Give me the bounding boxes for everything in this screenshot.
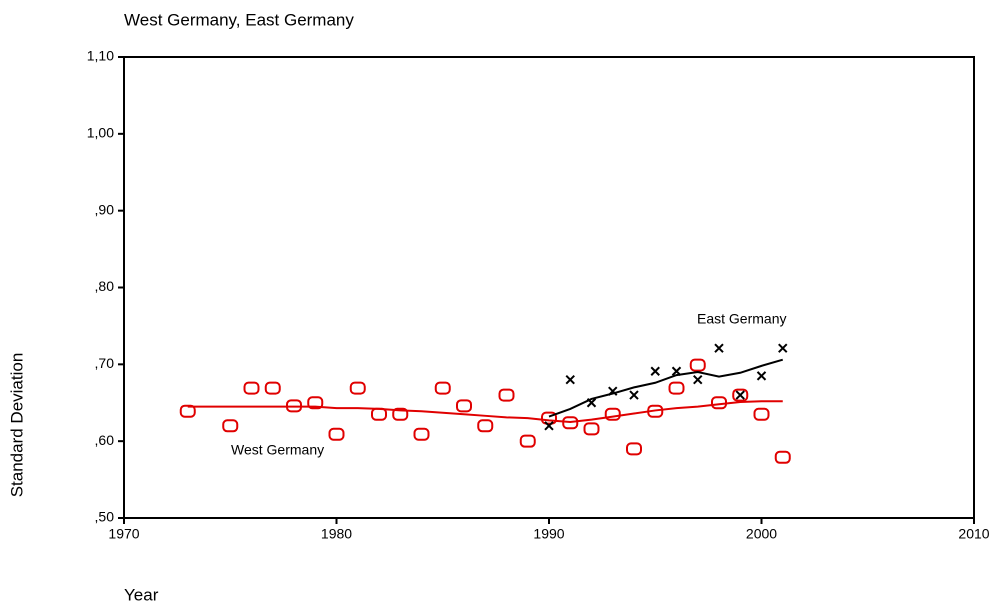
point [392,407,409,421]
point [349,381,366,395]
x-tick-label: 1990 [533,526,564,542]
point [668,381,685,395]
point [714,343,724,353]
point [583,422,600,436]
point [689,358,706,372]
point [586,398,597,408]
point [498,388,515,402]
x-tick-label: 1980 [321,526,352,542]
point [647,404,664,418]
y-tick-label: ,70 [95,355,115,371]
point [756,371,767,381]
y-tick-label: 1,10 [87,48,114,64]
point [264,381,281,395]
point [519,434,536,448]
point [544,421,554,431]
point [371,407,387,421]
point [671,366,682,376]
point [541,411,557,425]
y-tick-label: 1,00 [87,125,114,141]
point [456,399,472,413]
point [753,407,770,421]
point [608,386,618,396]
series-label: East Germany [697,311,786,327]
point [286,399,302,413]
y-axis-label: Standard Deviation [7,353,26,498]
point [565,374,575,385]
y-tick-label: ,90 [95,201,115,217]
point [693,374,703,385]
point [562,416,579,430]
point [626,442,642,456]
point [778,343,788,353]
series-label: West Germany [231,442,324,458]
x-axis-label: Year [124,585,159,604]
point [774,450,791,464]
y-tick-label: ,60 [95,432,115,448]
y-tick-label: ,80 [95,278,115,294]
point [650,366,660,376]
point [413,427,430,441]
point [434,381,451,395]
point [604,407,621,421]
point [307,396,324,410]
point [243,381,260,395]
x-tick-label: 1970 [108,526,139,542]
point [735,390,745,400]
point [328,427,345,441]
trend-line [187,400,783,423]
trend-line [548,358,784,418]
x-tick-label: 2000 [746,526,777,542]
point [732,388,749,402]
chart-title: West Germany, East Germany [124,10,354,29]
point [179,404,196,418]
y-tick-label: ,50 [95,509,115,525]
x-tick-label: 2010 [958,526,989,542]
point [222,419,239,433]
point [477,419,494,433]
point [711,396,727,410]
point [629,390,639,400]
